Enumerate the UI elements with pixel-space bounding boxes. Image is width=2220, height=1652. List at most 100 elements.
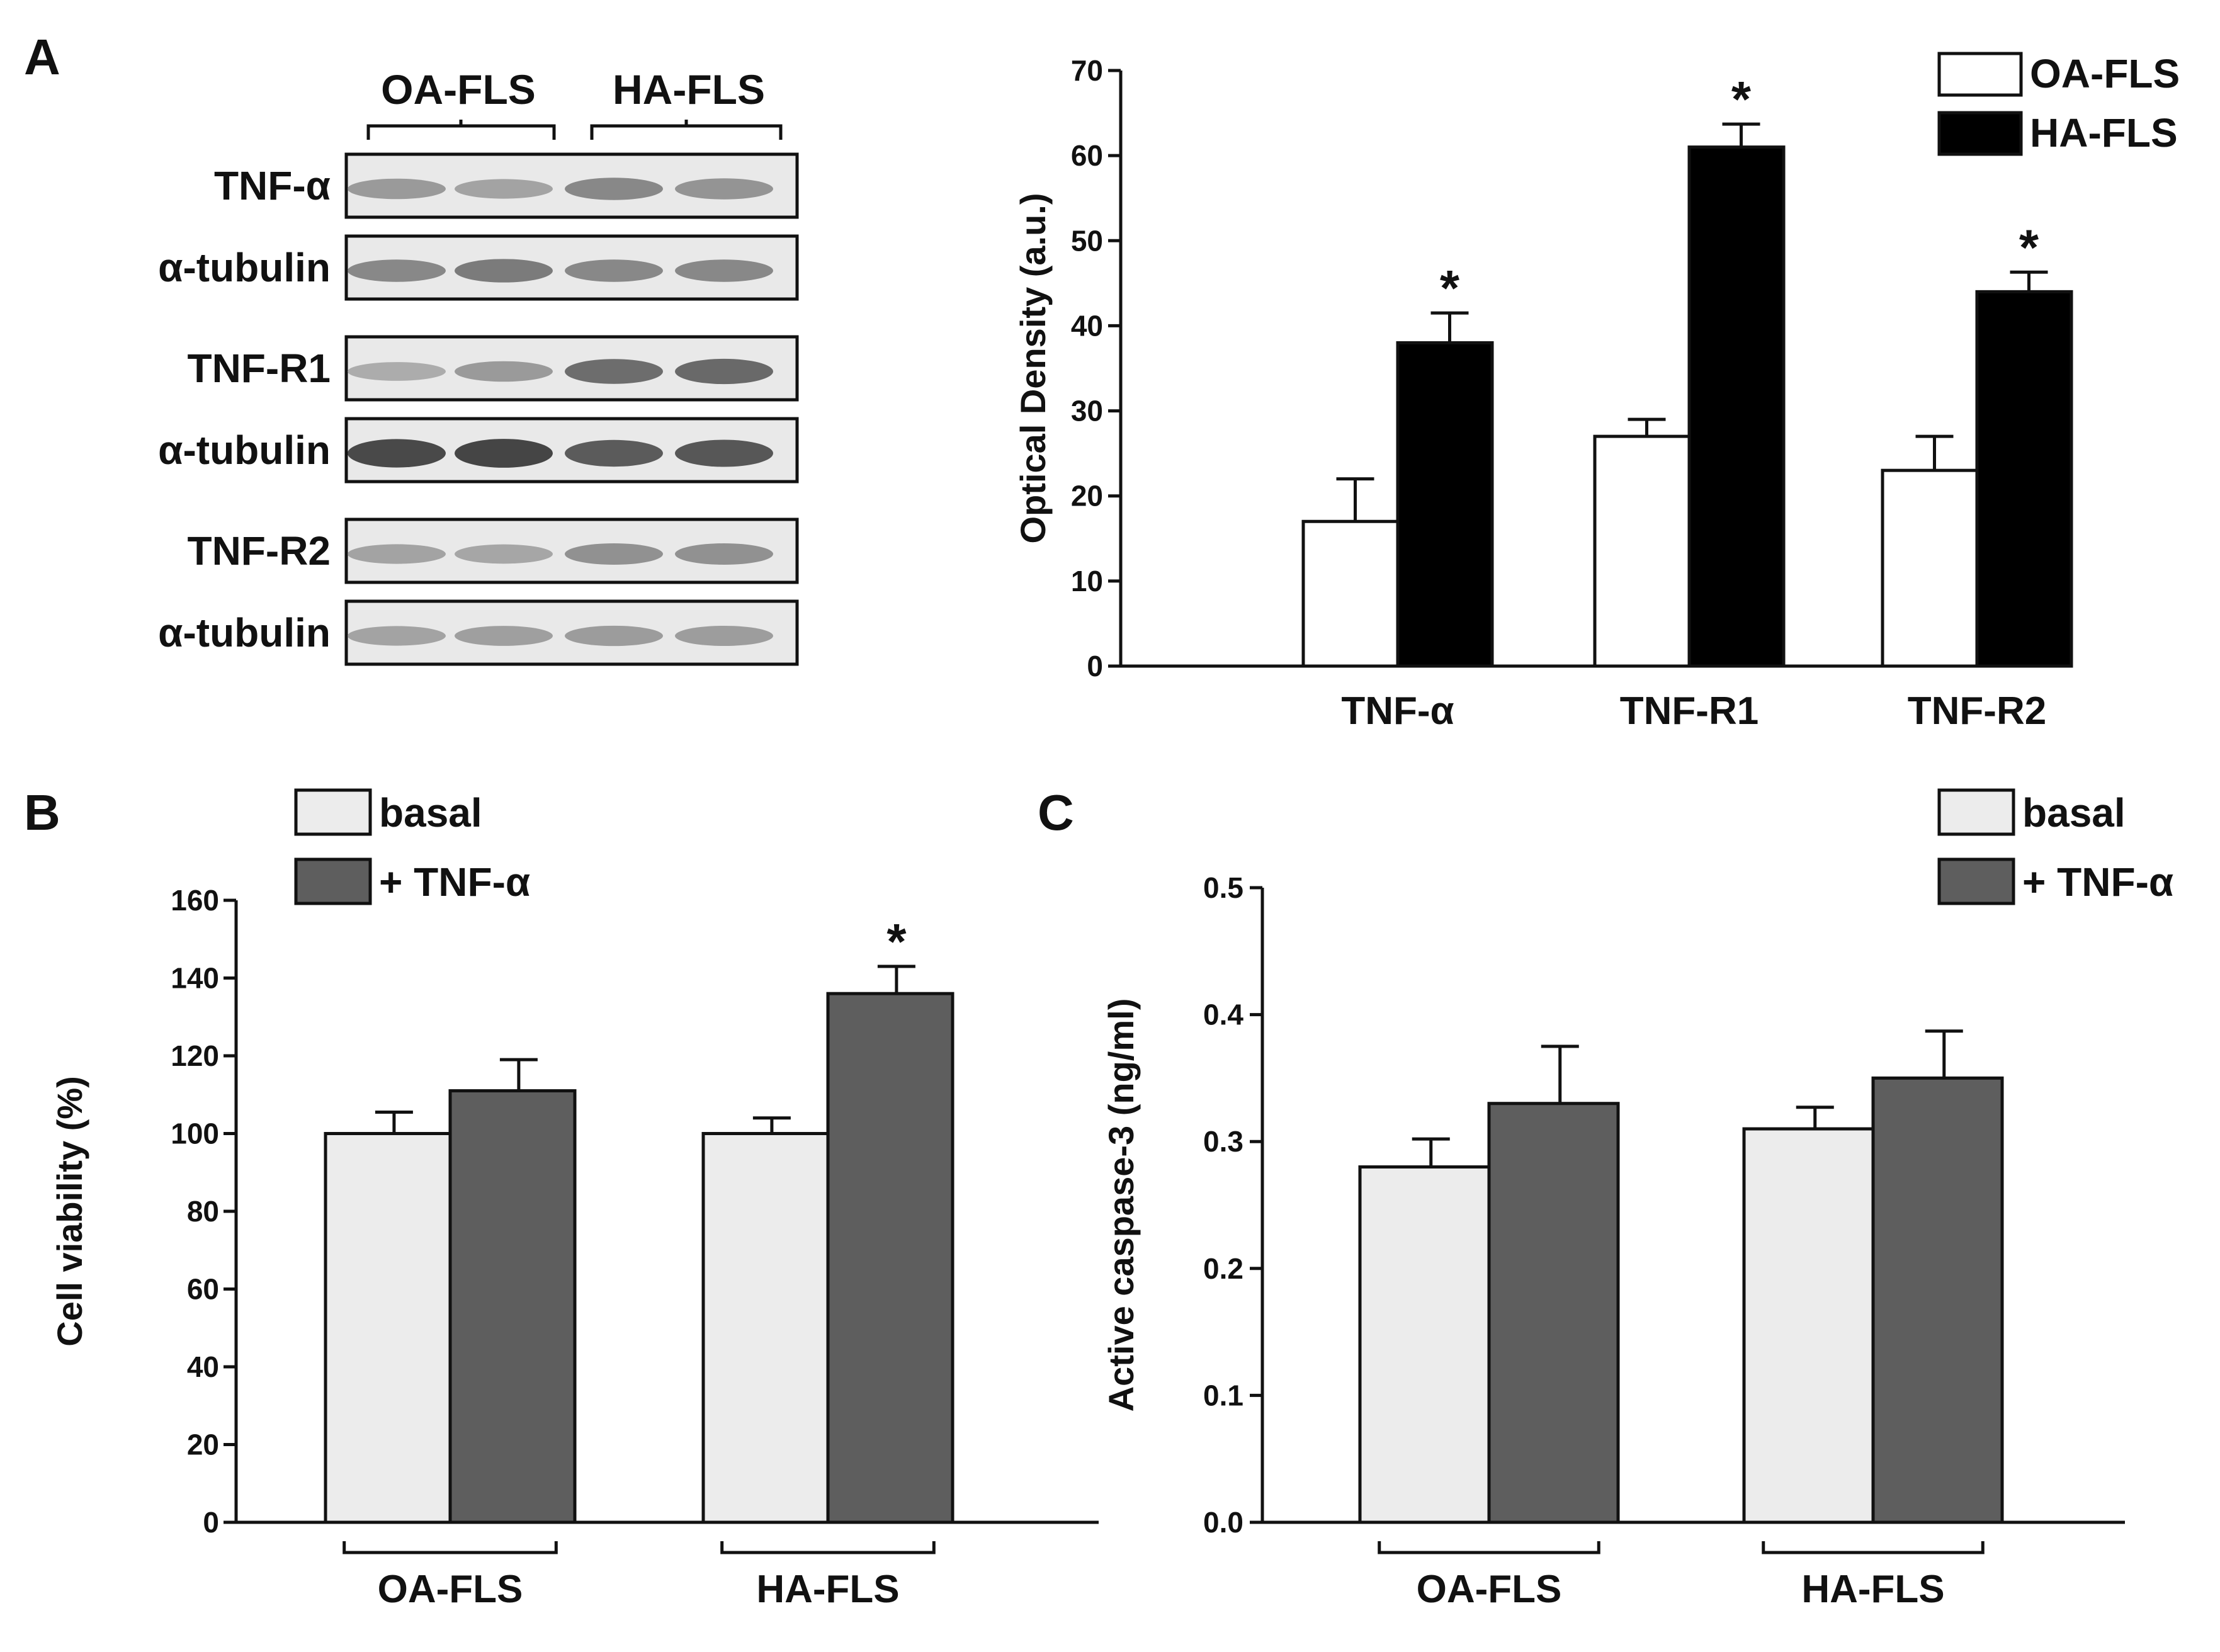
blot-band: [348, 439, 446, 468]
western-blot: OA-FLS HA-FLS TNF-α α-tubulin TNF-R1 α-tubu…: [158, 66, 799, 666]
bar: [1487, 1102, 1620, 1524]
y-tick-label: 0.4: [1203, 999, 1243, 1031]
category-label: HA-FLS: [1801, 1568, 1944, 1611]
bar: [1687, 145, 1786, 668]
y-tick-label: 40: [1071, 309, 1103, 342]
category-label: TNF-R2: [1908, 689, 2046, 733]
legend-label: basal: [379, 790, 482, 835]
legend-swatch: [1937, 788, 2015, 836]
y-axis-label: Optical Density (a.u.): [1013, 193, 1053, 544]
significance-marker: *: [2019, 219, 2039, 275]
bar: [448, 1089, 577, 1524]
blot-column-oa: OA-FLS: [381, 66, 536, 113]
y-tick-label: 120: [171, 1039, 219, 1072]
legend-swatch: [294, 788, 372, 836]
bar: [1593, 434, 1691, 668]
chart-b: 0 20 40 60 80 100 120 140 160 Cell viability (%) O…: [50, 788, 1099, 1611]
panel-letter-c: C: [1038, 784, 1074, 840]
significance-marker: *: [1731, 71, 1752, 127]
blot-band: [348, 544, 446, 564]
legend-swatch: [1937, 111, 2023, 156]
legend-label: + TNF-α: [2022, 859, 2173, 905]
y-tick-label: 60: [187, 1273, 219, 1306]
y-tick-label: 0.1: [1203, 1379, 1243, 1412]
category-label: OA-FLS: [1417, 1568, 1562, 1611]
blot-row-label: TNF-α: [214, 163, 331, 208]
y-axis-label: Active caspase-3 (ng/ml): [1101, 999, 1141, 1412]
category-label: OA-FLS: [378, 1568, 523, 1611]
category-bracket: [720, 1541, 936, 1554]
bar: [1742, 1127, 1875, 1524]
legend-swatch: [294, 857, 372, 905]
y-tick-label: 30: [1071, 395, 1103, 427]
blot-band: [348, 626, 446, 646]
category-label: TNF-α: [1341, 689, 1454, 733]
blot-band: [565, 625, 663, 647]
y-tick-label: 50: [1071, 224, 1103, 257]
blot-bracket-ha: [590, 120, 783, 140]
significance-marker: *: [1440, 260, 1460, 316]
legend-swatch: [1937, 52, 2023, 97]
significance-marker: *: [886, 914, 907, 970]
blot-band: [565, 359, 663, 384]
y-tick-label: 20: [187, 1429, 219, 1461]
blot-band: [455, 179, 553, 199]
blot-band: [565, 439, 663, 467]
blot-band: [675, 178, 773, 200]
y-tick-label: 60: [1071, 139, 1103, 172]
blot-band: [348, 362, 446, 381]
legend-label: + TNF-α: [379, 859, 530, 905]
blot-column-ha: HA-FLS: [613, 66, 765, 113]
y-tick-label: 100: [171, 1117, 219, 1150]
y-tick-label: 0.5: [1203, 871, 1243, 904]
bar: [701, 1132, 830, 1524]
y-tick-label: 0: [1087, 650, 1103, 682]
y-tick-label: 40: [187, 1350, 219, 1383]
blot-row-label: α-tubulin: [158, 610, 331, 655]
y-tick-label: 0.2: [1203, 1252, 1243, 1285]
panel-letter-a: A: [24, 29, 60, 85]
bar: [1871, 1076, 2004, 1524]
legend-swatch: [1937, 857, 2015, 905]
y-tick-label: 80: [187, 1195, 219, 1228]
blot-band: [455, 439, 553, 468]
blot-band: [565, 178, 663, 200]
category-bracket: [1762, 1541, 1985, 1554]
category-bracket: [343, 1541, 558, 1554]
bar: [1301, 519, 1400, 668]
bar: [324, 1132, 452, 1524]
category-label: HA-FLS: [756, 1568, 899, 1611]
blot-band: [565, 543, 663, 565]
y-tick-label: 70: [1071, 54, 1103, 87]
legend-label: HA-FLS: [2030, 110, 2178, 156]
y-tick-label: 20: [1071, 480, 1103, 512]
panel-letter-b: B: [24, 784, 60, 840]
category-bracket: [1378, 1541, 1600, 1554]
bar: [1358, 1165, 1491, 1524]
blot-band: [675, 625, 773, 647]
blot-band: [348, 259, 446, 282]
chart-a: 0 10 20 30 40 50 60 70 Optical Density (a.u.) * TN…: [1013, 51, 2180, 733]
blot-band: [455, 544, 553, 564]
blot-band: [348, 178, 446, 200]
chart-c: 0.0 0.1 0.2 0.3 0.4 0.5 Active caspase-3 (ng/m…: [1101, 788, 2173, 1611]
blot-band: [455, 259, 553, 283]
y-axis-label: Cell viability (%): [50, 1076, 89, 1346]
bar: [1881, 468, 1979, 668]
y-tick-label: 140: [171, 962, 219, 995]
legend-label: basal: [2022, 790, 2126, 835]
blot-band: [565, 259, 663, 282]
blot-row-label: α-tubulin: [158, 427, 331, 473]
legend-label: OA-FLS: [2030, 51, 2180, 96]
blot-bracket-oa: [366, 120, 556, 140]
y-tick-label: 0: [203, 1506, 219, 1539]
blot-band: [675, 439, 773, 467]
y-tick-label: 0.3: [1203, 1125, 1243, 1158]
blot-band: [455, 626, 553, 646]
blot-row-label: TNF-R1: [187, 346, 331, 391]
bar: [1975, 290, 2073, 668]
blot-band: [455, 361, 553, 382]
y-tick-label: 160: [171, 884, 219, 917]
category-label: TNF-R1: [1620, 689, 1758, 733]
